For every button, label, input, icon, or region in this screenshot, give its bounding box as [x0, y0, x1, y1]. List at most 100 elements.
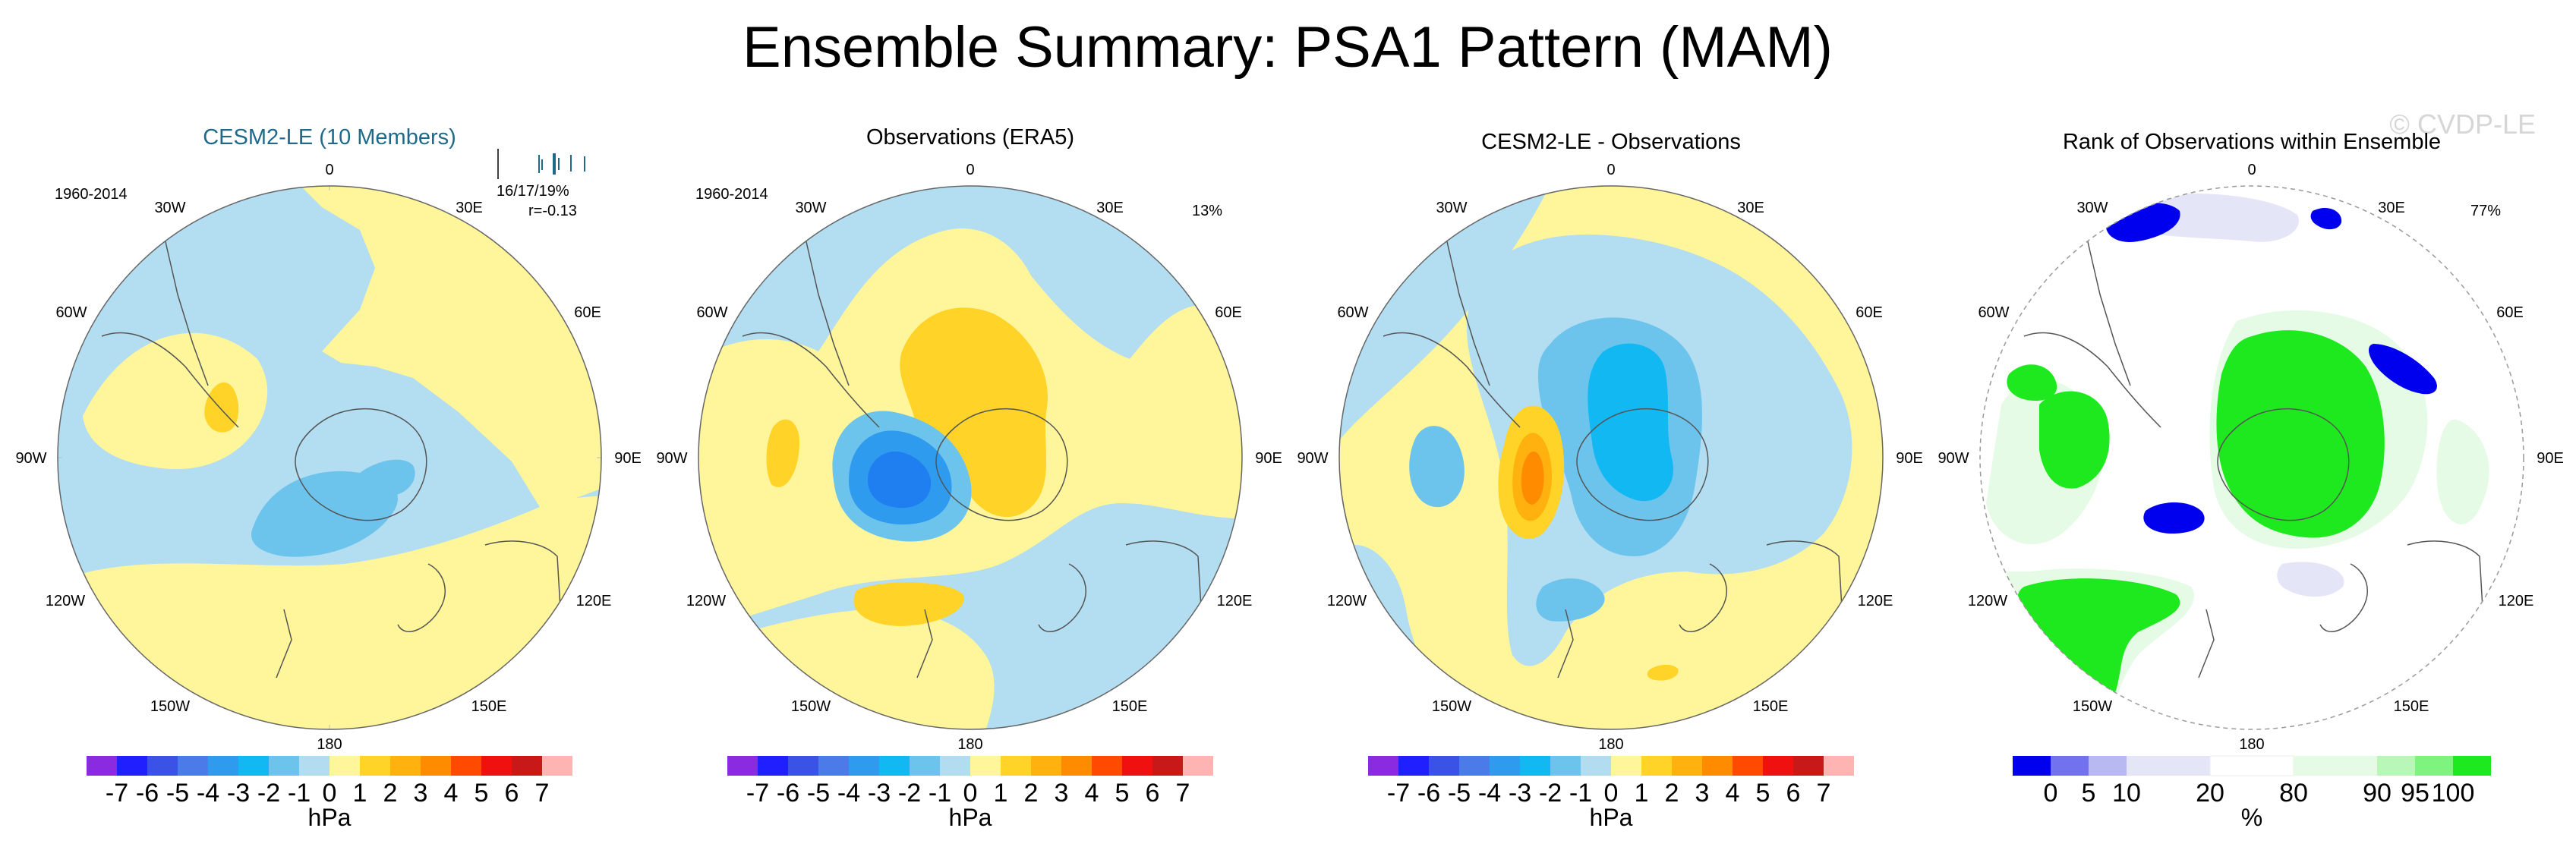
panel-title: CESM2-LE - Observations [1481, 130, 1741, 154]
colorbar-swatch [727, 756, 758, 776]
rank-high [2007, 364, 2057, 401]
lon-label: 120E [2499, 593, 2534, 609]
colorbar-tick-label: -6 [136, 779, 159, 808]
colorbar-tick-label: 1 [1635, 779, 1649, 808]
lon-label: 150E [1753, 698, 1789, 715]
colorbar-tick-label: -5 [166, 779, 189, 808]
panel-title: CESM2-LE (10 Members) [203, 125, 456, 150]
positive-anomaly-core [766, 419, 799, 487]
lon-label: 120E [576, 593, 612, 609]
colorbar-tick-label: -7 [1387, 779, 1410, 808]
colorbar-tick-label: 95 [2401, 779, 2429, 808]
lon-label: 150E [1112, 698, 1148, 715]
panel-title: Observations (ERA5) [866, 125, 1074, 150]
graticule [58, 186, 601, 729]
colorbar-swatch [2415, 756, 2453, 776]
colorbar-tick-label: -1 [288, 779, 311, 808]
longitude-labels: 0 30E 60E 90E 120E 150E 180 150W 120W 90… [656, 162, 1282, 753]
colorbar-tick-label: -5 [1448, 779, 1471, 808]
rank-region [2436, 419, 2489, 524]
lon-label: 60W [696, 304, 727, 321]
lon-label: 0 [1606, 162, 1615, 178]
lon-label: 90W [1297, 450, 1328, 467]
rank-low [2143, 502, 2205, 534]
positive-anomaly-core [853, 582, 964, 626]
colorbar-tick-label: 2 [1665, 779, 1679, 808]
colorbar-swatch [1763, 756, 1793, 776]
colorbar-units: % [2241, 804, 2262, 831]
colorbar-tick-label: 20 [2196, 779, 2224, 808]
positive-anomaly-region [58, 186, 601, 511]
colorbar-swatch [2209, 755, 2294, 776]
colorbar-tick-label: 0 [2044, 779, 2058, 808]
colorbar-tick-label: 7 [1176, 779, 1190, 808]
map-boundary [1338, 185, 1884, 730]
colorbar-swatch [512, 756, 542, 776]
colorbar-swatch [1581, 756, 1611, 776]
period-label: 1960-2014 [55, 186, 128, 203]
lon-label: 150W [2073, 698, 2112, 715]
colorbar-tick-label: 1 [353, 779, 367, 808]
lon-label: 180 [1598, 736, 1623, 753]
panel-observations: Observations (ERA5) 1960-2014 13% [656, 125, 1282, 831]
colorbar-swatch [2127, 756, 2210, 776]
negative-anomaly [1409, 426, 1465, 508]
colorbar: -7 -6 -5 -4 -3 -2 -1 0 1 2 3 4 5 6 7 hPa [727, 756, 1213, 831]
colorbar-swatch [1611, 756, 1641, 776]
map-boundary [57, 185, 602, 730]
colorbar-tick-label: 3 [1055, 779, 1069, 808]
colorbar-tick-label: 4 [1085, 779, 1099, 808]
colorbar-swatch [329, 756, 360, 776]
rank-high [2039, 391, 2110, 489]
lon-label: 150E [471, 698, 507, 715]
lon-label: 150W [791, 698, 831, 715]
negative-anomaly-core [1588, 343, 1673, 502]
colorbar-swatch [117, 756, 147, 776]
colorbar-swatch [542, 756, 572, 776]
colorbar-swatch [360, 756, 390, 776]
lon-label: 120W [1327, 593, 1367, 609]
colorbar-tick-label: -4 [837, 779, 860, 808]
panel-difference: CESM2-LE - Observations [1297, 130, 1922, 831]
lon-label: 180 [957, 736, 982, 753]
colorbar-swatch [1520, 756, 1550, 776]
colorbar-tick-label: 4 [1726, 779, 1740, 808]
colorbar-tick-label: -7 [746, 779, 769, 808]
colorbar-tick-label: 2 [1024, 779, 1039, 808]
colorbar-swatch [451, 756, 481, 776]
lon-label: 30E [1096, 200, 1124, 216]
map-boundary [698, 185, 1243, 730]
colorbar-tick-label: -2 [257, 779, 280, 808]
colorbar-tick-label: 100 [2432, 779, 2475, 808]
colorbar-tick-label: 0 [1604, 779, 1619, 808]
colorbar-tick-label: -4 [1478, 779, 1501, 808]
colorbar-swatch [2294, 756, 2377, 776]
colorbar-swatch [481, 756, 512, 776]
polar-map: 0 30E 60E 90E 120E 150E 180 150W 120W 90… [1297, 162, 1922, 753]
colorbar-tick-label: 6 [1786, 779, 1801, 808]
colorbar: 0 5 10 20 80 90 95 100% [2013, 755, 2491, 831]
lon-label: 120W [1968, 593, 2007, 609]
lon-label: 180 [2239, 736, 2264, 753]
lon-label: 120W [686, 593, 726, 609]
anomaly-core [251, 471, 398, 557]
positive-anomaly-region [83, 332, 268, 470]
lon-label: 120E [1858, 593, 1893, 609]
colorbar-swatch [299, 756, 329, 776]
colorbar-tick-label: 6 [1146, 779, 1160, 808]
lon-label: 150E [2394, 698, 2429, 715]
colorbar-swatch [1824, 756, 1854, 776]
colorbar-swatch [910, 756, 940, 776]
colorbar-swatch [1641, 756, 1672, 776]
colorbar-tick-label: 3 [1695, 779, 1710, 808]
anomaly-core [204, 382, 239, 433]
negative-anomaly [1536, 578, 1605, 622]
colorbar-tick-label: 7 [1817, 779, 1831, 808]
colorbar-tick-label: -1 [1569, 779, 1592, 808]
lon-label: 30W [795, 200, 826, 216]
rank-high [2216, 330, 2385, 538]
colorbar-swatch [2453, 756, 2491, 776]
lon-label: 90W [1938, 450, 1969, 467]
colorbar-tick-label: 3 [414, 779, 428, 808]
